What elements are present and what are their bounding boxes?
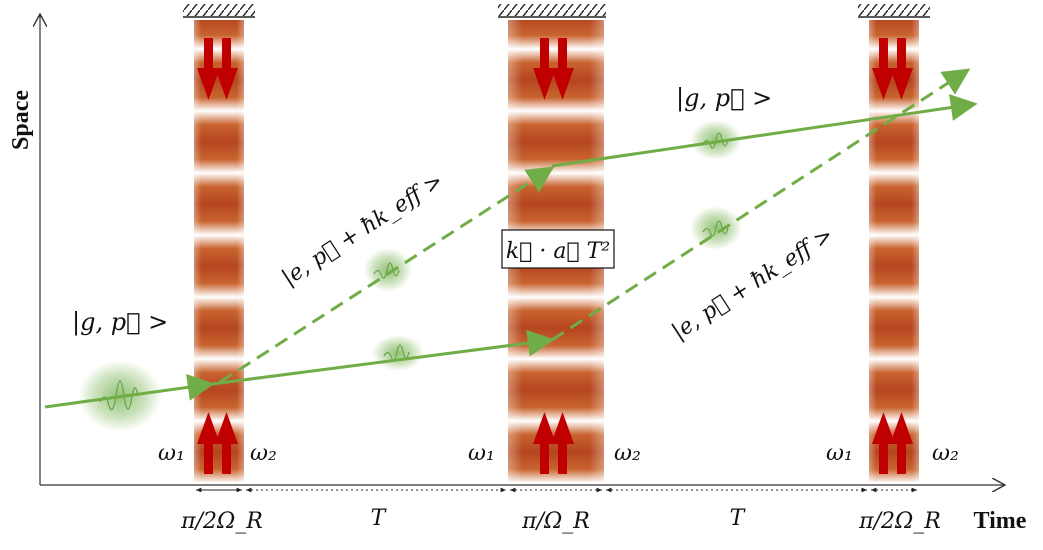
up-arrow-icon: [215, 412, 238, 474]
omega2-beam-3: ω₂: [932, 441, 959, 466]
y-axis-label: Space: [8, 90, 34, 150]
omega1-beam-1: ω₁: [158, 441, 185, 466]
duration-gap2: T: [730, 506, 747, 531]
down-arrow-icon: [215, 38, 238, 100]
omega1-beam-3: ω₁: [826, 441, 853, 466]
up-arrow-icon: [872, 412, 895, 474]
wave-packets: [78, 120, 742, 432]
down-arrow-icon: [551, 38, 574, 100]
state-ground-left: |g, p⃗ >: [72, 308, 168, 337]
down-arrow-icon: [533, 38, 556, 100]
up-arrow-icon: [890, 412, 913, 474]
state-excited-upper: |e, p⃗ + ħk_eff >: [278, 168, 448, 291]
duration-pulse1: π/2Ω_R: [180, 509, 263, 534]
up-arrow-icon: [533, 412, 556, 474]
omega2-beam-2: ω₂: [614, 441, 641, 466]
laser-beam-1: [183, 4, 255, 482]
state-excited-lower: |e, p⃗ + ħk_eff >: [668, 222, 838, 345]
state-ground-right: |g, p⃗ >: [676, 84, 772, 113]
mirror-1: [183, 4, 255, 16]
down-arrow-icon: [890, 38, 913, 100]
phase-term: k⃗ · a⃗ T²: [506, 239, 610, 264]
path-upper-ground: [551, 94, 978, 168]
up-arrow-icon: [197, 412, 220, 474]
up-arrow-icon: [551, 412, 574, 474]
omega2-beam-1: ω₂: [250, 441, 277, 466]
duration-pulse2: π/Ω_R: [521, 509, 590, 534]
beam-arrows: [197, 38, 913, 474]
path-lower-ground: [211, 329, 555, 386]
trajectories: [44, 68, 978, 409]
wave-packet-icon: [372, 335, 424, 371]
down-arrow-icon: [872, 38, 895, 100]
mirror-3: [858, 4, 930, 16]
duration-pulse3: π/2Ω_R: [858, 509, 941, 534]
down-arrow-icon: [197, 38, 220, 100]
phase-term-box: k⃗ · a⃗ T²: [501, 229, 615, 269]
path-lower-excited: [551, 68, 971, 342]
duration-gap1: T: [371, 506, 388, 531]
x-axis-label: Time: [974, 508, 1027, 534]
omega1-beam-2: ω₁: [468, 441, 495, 466]
path-ground-in: [44, 373, 215, 409]
laser-beam-3: [858, 4, 930, 482]
mirror-2: [498, 4, 606, 16]
